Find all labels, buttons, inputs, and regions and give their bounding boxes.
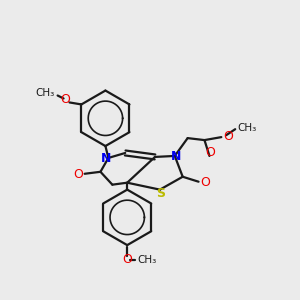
Text: O: O xyxy=(73,168,82,181)
Text: N: N xyxy=(101,152,112,165)
Text: O: O xyxy=(223,130,233,142)
Text: N: N xyxy=(171,150,181,164)
Text: CH₃: CH₃ xyxy=(35,88,55,98)
Text: O: O xyxy=(200,176,210,189)
Text: CH₃: CH₃ xyxy=(137,255,156,265)
Text: O: O xyxy=(206,146,215,159)
Text: O: O xyxy=(61,93,70,106)
Text: S: S xyxy=(156,187,165,200)
Text: CH₃: CH₃ xyxy=(237,123,256,133)
Text: O: O xyxy=(122,254,132,266)
